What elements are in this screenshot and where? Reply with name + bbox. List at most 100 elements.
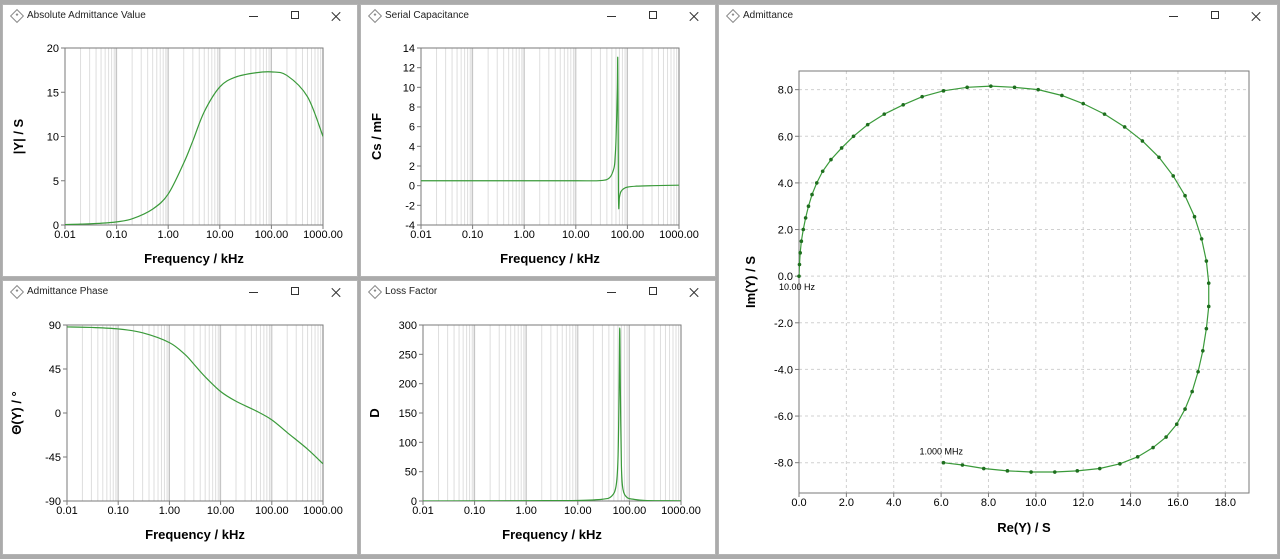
close-icon[interactable]: [325, 283, 347, 301]
minimize-icon[interactable]: [601, 283, 623, 301]
y-tick-label: 14: [403, 43, 415, 55]
x-tick-label: 1000.00: [303, 505, 343, 517]
y-tick-label: 4.0: [778, 178, 793, 190]
title-bar[interactable]: Serial Capacitance: [361, 5, 715, 27]
maximize-icon[interactable]: [285, 7, 307, 25]
y-axis-label: D: [367, 408, 382, 417]
loss-factor-window: Loss Factor 0.01 0.10 1.00 10.00 100.00 1000.0…: [360, 280, 716, 555]
data-point: [1192, 214, 1197, 219]
data-point: [1164, 435, 1168, 439]
data-point: [882, 112, 887, 116]
x-tick-label: 8.0: [981, 497, 996, 509]
title-bar[interactable]: Loss Factor: [361, 281, 715, 303]
data-point: [1183, 193, 1187, 198]
diamond-window-icon: [367, 8, 383, 24]
close-icon[interactable]: [683, 7, 705, 25]
y-tick-label: 12: [403, 63, 415, 75]
data-point: [965, 85, 969, 90]
maximize-icon[interactable]: [643, 7, 665, 25]
y-tick-label: 15: [47, 87, 59, 99]
plot-frame: [66, 324, 324, 502]
window-title: Absolute Admittance Value: [27, 10, 146, 21]
data-point: [920, 94, 924, 99]
y-tick-label: -45: [45, 452, 61, 464]
window-title: Admittance: [743, 10, 794, 21]
data-point: [1190, 389, 1194, 394]
diamond-window-icon: [9, 284, 25, 300]
x-tick-label: 1.00: [157, 229, 178, 241]
x-tick-label: 12.0: [1072, 497, 1093, 509]
minimize-icon[interactable]: [243, 283, 265, 301]
minimize-icon[interactable]: [243, 7, 265, 25]
x-tick-label: 10.0: [1025, 497, 1046, 509]
data-point: [1122, 125, 1127, 129]
data-point: [801, 227, 806, 232]
data-point: [1135, 455, 1140, 459]
minimize-icon[interactable]: [1163, 7, 1185, 25]
y-tick-label: 200: [399, 379, 417, 391]
x-tick-label: 0.01: [56, 505, 77, 517]
x-tick-label: 10.00: [562, 229, 590, 241]
data-point: [1060, 93, 1064, 98]
data-point: [797, 274, 801, 278]
x-tick-label: 1.00: [515, 505, 536, 517]
data-point: [1097, 466, 1102, 471]
close-icon[interactable]: [325, 7, 347, 25]
y-tick-label: 2: [409, 161, 415, 173]
data-point: [814, 181, 819, 185]
close-icon[interactable]: [683, 283, 705, 301]
y-tick-label: 8.0: [778, 85, 793, 97]
data-point: [803, 216, 808, 220]
x-tick-label: 16.0: [1167, 497, 1188, 509]
annotation-label: 1.000 MHz: [919, 447, 963, 457]
grid: [420, 48, 678, 225]
plot-frame: [798, 70, 1250, 494]
title-bar[interactable]: Admittance: [719, 5, 1277, 27]
y-tick-label: 0: [55, 408, 61, 420]
maximize-icon[interactable]: [1205, 7, 1227, 25]
y-tick-label: 45: [49, 364, 61, 376]
diamond-window-icon: [9, 8, 25, 24]
data-point: [1075, 469, 1080, 473]
y-tick-label: 10: [47, 132, 59, 144]
x-tick-label: 0.10: [107, 505, 128, 517]
data-point: [1151, 445, 1155, 450]
data-point: [1204, 326, 1209, 331]
data-point: [1140, 139, 1145, 143]
y-tick-label: 0: [411, 496, 417, 508]
x-tick-label: 0.0: [791, 497, 806, 509]
minimize-icon[interactable]: [601, 7, 623, 25]
chart-svg: 0.01 0.10 1.00 10.00 100.00 1000.00 90 45 0 -45 -9…: [9, 320, 343, 542]
y-tick-label: 0.0: [778, 271, 793, 283]
data-point: [1005, 469, 1010, 473]
x-tick-label: 100.00: [613, 505, 647, 517]
title-bar[interactable]: Absolute Admittance Value: [3, 5, 357, 27]
x-tick-label: 4.0: [886, 497, 901, 509]
y-tick-label: 5: [53, 176, 59, 188]
maximize-icon[interactable]: [643, 283, 665, 301]
x-tick-label: 2.0: [839, 497, 854, 509]
y-tick-label: -4.0: [774, 364, 793, 376]
close-icon[interactable]: [1245, 7, 1267, 25]
serial-capacitance-window: Serial Capacitance 0.01 0.10 1.00 10.00 100.0…: [360, 4, 716, 277]
data-point: [1206, 281, 1211, 285]
y-tick-label: 10: [403, 82, 415, 94]
y-tick-label: 20: [47, 43, 59, 55]
data-point: [1199, 237, 1204, 241]
y-tick-label: 6.0: [778, 131, 793, 143]
data-point: [1206, 304, 1211, 309]
data-point: [1183, 407, 1187, 411]
data-point: [1157, 155, 1161, 160]
data-point: [1036, 87, 1041, 92]
title-bar[interactable]: Admittance Phase: [3, 281, 357, 303]
maximize-icon[interactable]: [285, 283, 307, 301]
x-tick-label: 1000.00: [661, 505, 701, 517]
x-tick-label: 14.0: [1120, 497, 1141, 509]
y-tick-label: -8.0: [774, 458, 793, 470]
data-point: [839, 146, 844, 150]
data-point: [829, 157, 833, 162]
annotation-label: 10.00 Hz: [779, 282, 816, 292]
chart-svg: 0.01 0.10 1.00 10.00 100.00 1000.00 0 5 10 15 20 Fr…: [11, 43, 343, 266]
x-tick-label: 1.00: [159, 505, 180, 517]
y-tick-label: -2.0: [774, 318, 793, 330]
